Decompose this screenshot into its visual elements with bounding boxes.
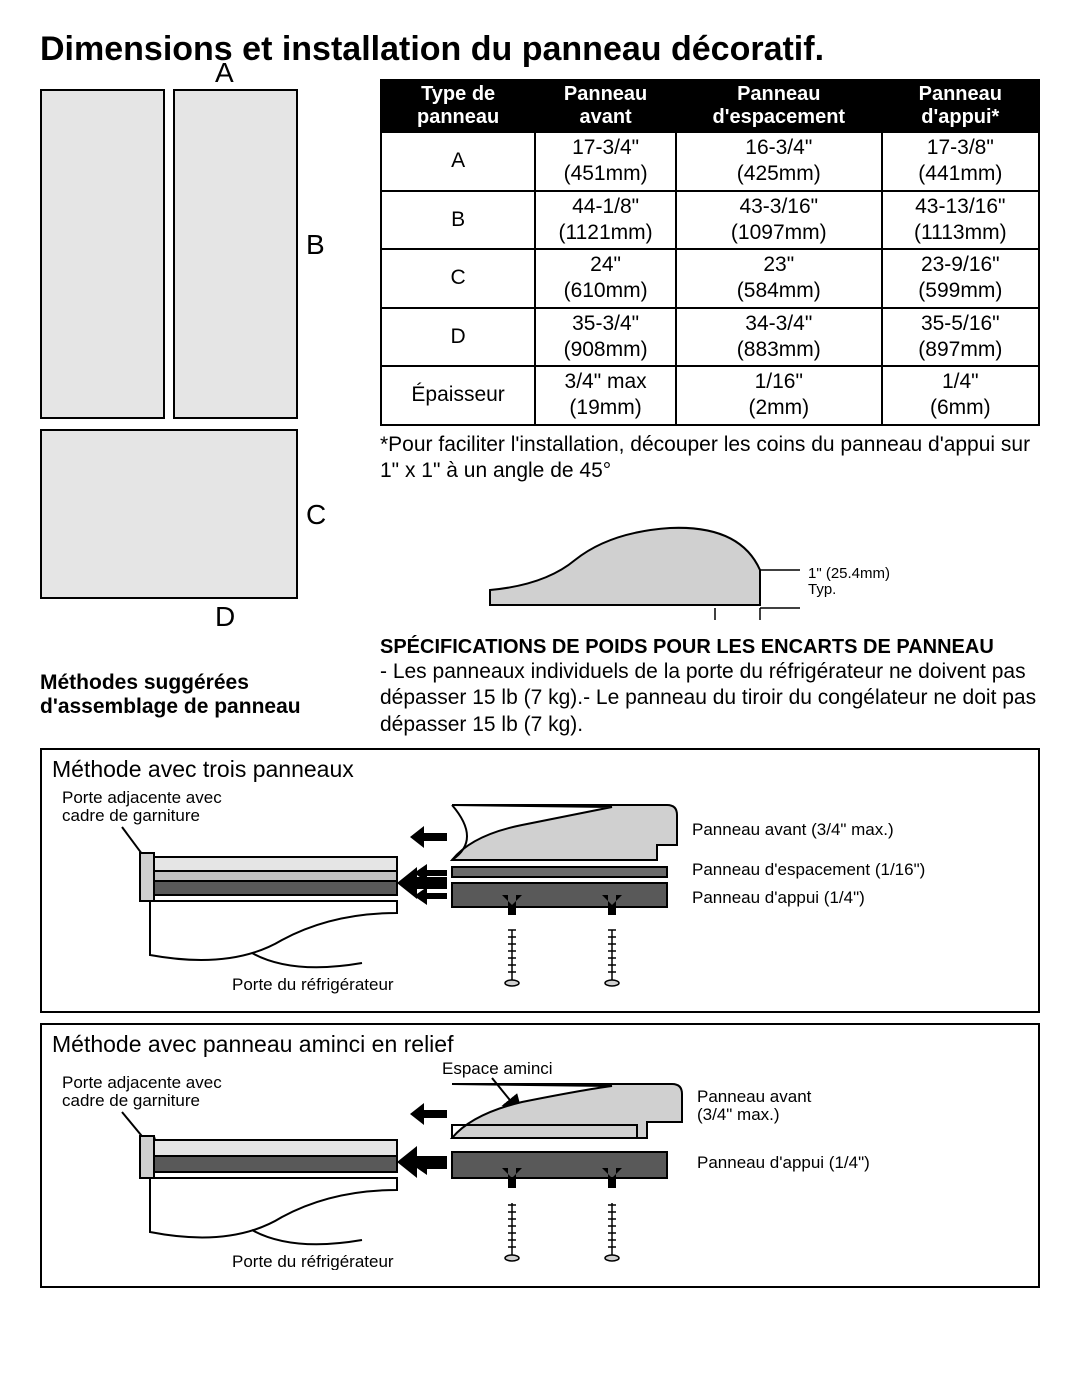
page-title: Dimensions et installation du panneau dé…	[40, 30, 1040, 69]
svg-text:Panneau d'appui (1/4"): Panneau d'appui (1/4")	[692, 888, 865, 907]
svg-text:Panneau d'appui (1/4"): Panneau d'appui (1/4")	[697, 1153, 870, 1172]
table-row: B44-1/8"(1121mm)43-3/16"(1097mm)43-13/16…	[381, 191, 1039, 250]
th-front: Panneau avant	[535, 80, 676, 132]
method1-box: Méthode avec trois panneaux Porte adjace…	[40, 748, 1040, 1013]
svg-text:Porte adjacente avec: Porte adjacente avec	[62, 1073, 222, 1092]
svg-text:Panneau avant: Panneau avant	[697, 1087, 812, 1106]
corner-diagram: 1" (25.4mm) Typ.	[380, 490, 920, 620]
svg-text:Panneau avant (3/4" max.): Panneau avant (3/4" max.)	[692, 820, 894, 839]
svg-text:cadre de garniture: cadre de garniture	[62, 1091, 200, 1110]
panel-diagram: A B C D Méthodes suggérées d'assemblage …	[40, 79, 360, 738]
svg-text:Espace aminci: Espace aminci	[442, 1060, 553, 1078]
table-row: D35-3/4"(908mm)34-3/4"(883mm)35-5/16"(89…	[381, 308, 1039, 367]
method1-diagram: Porte adjacente avec cadre de garniture …	[52, 785, 1032, 995]
svg-text:1" (25.4mm): 1" (25.4mm)	[808, 565, 890, 582]
table-row: C24"(610mm)23"(584mm)23-9/16"(599mm)	[381, 249, 1039, 308]
note-star: *Pour faciliter l'installation, découper…	[380, 432, 1040, 485]
th-spacer: Panneau d'espacement	[676, 80, 882, 132]
weight-heading: SPÉCIFICATIONS DE POIDS POUR LES ENCARTS…	[380, 636, 1040, 659]
table-row: A17-3/4"(451mm)16-3/4"(425mm)17-3/8"(441…	[381, 132, 1039, 191]
svg-text:Typ.: Typ.	[808, 581, 836, 598]
methods-heading: Méthodes suggérées d'assemblage de panne…	[40, 671, 360, 719]
panel-label-d: D	[215, 601, 235, 633]
panel-label-b: B	[306, 229, 325, 261]
table-row: Épaisseur3/4" max(19mm)1/16"(2mm)1/4"(6m…	[381, 366, 1039, 425]
th-backer: Panneau d'appui*	[882, 80, 1039, 132]
panel-label-c: C	[306, 499, 326, 531]
dimension-table: Type de panneau Panneau avant Panneau d'…	[380, 79, 1040, 426]
method1-title: Méthode avec trois panneaux	[52, 756, 1028, 783]
svg-text:cadre de garniture: cadre de garniture	[62, 806, 200, 825]
method2-box: Méthode avec panneau aminci en relief Es…	[40, 1023, 1040, 1288]
method2-title: Méthode avec panneau aminci en relief	[52, 1031, 1028, 1058]
svg-text:Panneau d'espacement (1/16"): Panneau d'espacement (1/16")	[692, 860, 925, 879]
weight-text: - Les panneaux individuels de la porte d…	[380, 659, 1040, 738]
method2-diagram: Espace aminci Porte adjacente avec cadre…	[52, 1060, 1032, 1270]
panel-label-a: A	[215, 57, 234, 89]
svg-text:Porte du réfrigérateur: Porte du réfrigérateur	[232, 1252, 394, 1270]
svg-text:(3/4" max.): (3/4" max.)	[697, 1105, 780, 1124]
svg-text:Porte adjacente avec: Porte adjacente avec	[62, 788, 222, 807]
th-type: Type de panneau	[381, 80, 535, 132]
svg-text:Porte du réfrigérateur: Porte du réfrigérateur	[232, 975, 394, 994]
